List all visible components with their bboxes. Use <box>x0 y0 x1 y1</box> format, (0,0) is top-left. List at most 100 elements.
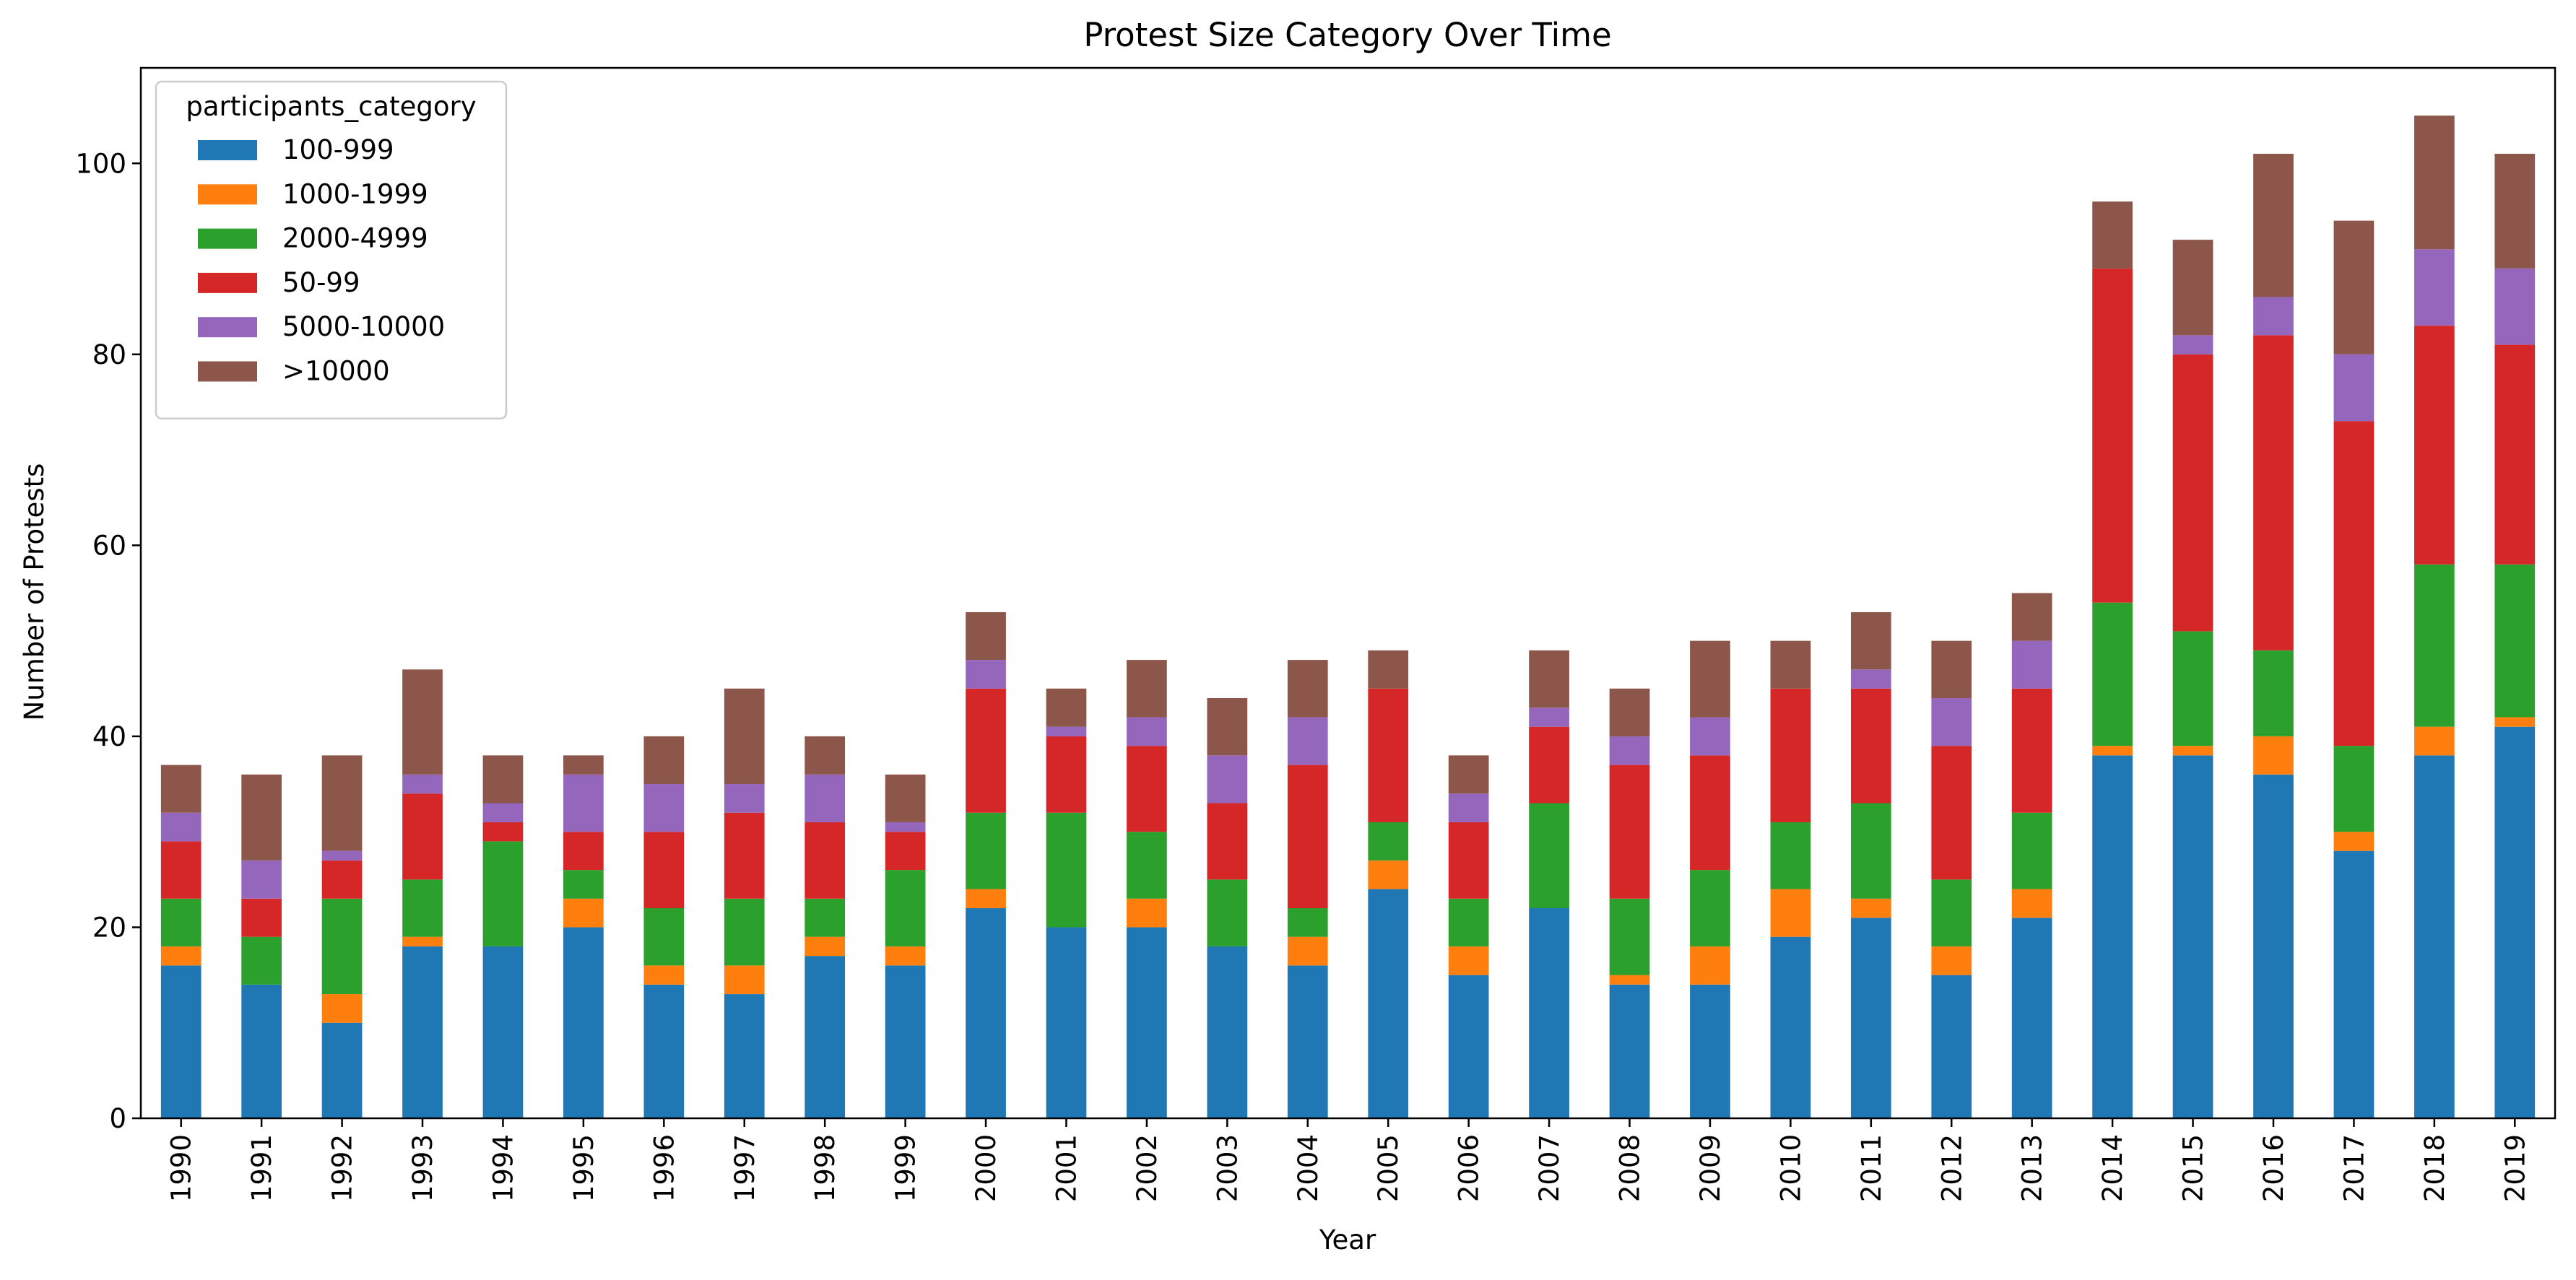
bar-1993-series-3 <box>402 793 443 880</box>
legend-title: participants_category <box>186 91 476 122</box>
bar-1994-series-5 <box>482 755 524 804</box>
bar-2000-series-2 <box>966 812 1006 889</box>
bar-1992-series-2 <box>321 898 363 995</box>
bar-1997-series-2 <box>724 898 765 966</box>
bar-2016-series-4 <box>2253 297 2294 336</box>
bar-2006-series-2 <box>1448 898 1489 946</box>
bar-2012-series-0 <box>1931 975 1972 1118</box>
bar-2007-series-4 <box>1529 708 1569 727</box>
bar-2008-series-5 <box>1609 688 1650 736</box>
bar-1995-series-5 <box>563 755 604 775</box>
x-tick-label: 2012 <box>1936 1134 1967 1202</box>
plot-frame <box>139 66 2557 1120</box>
bar-2008-series-3 <box>1609 765 1650 899</box>
bar-2019-series-3 <box>2494 344 2536 565</box>
x-tick-label: 1993 <box>407 1134 438 1202</box>
y-tick-label: 100 <box>75 148 126 179</box>
bar-1995-series-4 <box>563 774 604 832</box>
bar-2019-series-4 <box>2494 268 2536 345</box>
bar-1990-series-2 <box>160 898 201 946</box>
bar-1992-series-3 <box>321 860 363 899</box>
bar-2018-series-0 <box>2414 755 2455 1118</box>
bar-1990-series-3 <box>160 841 201 899</box>
bar-2009-series-5 <box>1690 640 1730 718</box>
bar-1995-series-1 <box>563 898 604 928</box>
bar-2000-series-3 <box>966 688 1006 813</box>
bar-2007-series-0 <box>1529 908 1569 1118</box>
bar-2015-series-0 <box>2172 755 2213 1118</box>
y-tick-label: 60 <box>92 530 126 561</box>
bar-2019-series-2 <box>2494 564 2536 718</box>
bar-2017-series-1 <box>2333 832 2375 851</box>
bar-2008-series-2 <box>1609 898 1650 975</box>
bar-1997-series-5 <box>724 688 765 785</box>
x-tick-label: 2008 <box>1615 1134 1646 1202</box>
bar-2001-series-3 <box>1046 736 1087 813</box>
bar-1990-series-5 <box>160 765 201 813</box>
bar-1995-series-2 <box>563 870 604 899</box>
bar-2006-series-1 <box>1448 946 1489 975</box>
bar-1999-series-0 <box>885 965 926 1118</box>
bar-2004-series-5 <box>1287 660 1328 718</box>
legend-label-1: 1000-1999 <box>282 178 428 209</box>
bar-2003-series-2 <box>1207 879 1248 946</box>
bar-2018-series-3 <box>2414 326 2455 565</box>
chart-title: Protest Size Category Over Time <box>1083 16 1611 54</box>
y-tick-label: 0 <box>109 1103 126 1134</box>
bar-1990-series-0 <box>160 965 201 1118</box>
x-tick-label: 2016 <box>2258 1134 2289 1202</box>
bar-2011-series-5 <box>1850 611 1891 670</box>
bar-2010-series-3 <box>1770 688 1811 822</box>
bar-2004-series-3 <box>1287 765 1328 908</box>
bar-2010-series-0 <box>1770 936 1811 1118</box>
x-tick-label: 2010 <box>1775 1134 1806 1202</box>
bar-2004-series-1 <box>1287 936 1328 966</box>
legend-label-5: >10000 <box>282 356 390 387</box>
bar-1996-series-2 <box>643 908 685 966</box>
y-tick-label: 20 <box>92 912 126 943</box>
bar-2005-series-1 <box>1368 860 1409 889</box>
x-tick-label: 1996 <box>649 1134 680 1202</box>
bar-2015-series-3 <box>2172 354 2213 632</box>
bar-2016-series-3 <box>2253 335 2294 650</box>
x-tick-label: 2011 <box>1856 1134 1887 1202</box>
bar-2012-series-2 <box>1931 879 1972 946</box>
bar-2011-series-4 <box>1850 669 1891 689</box>
bar-2001-series-0 <box>1046 927 1087 1118</box>
x-tick-label: 1994 <box>487 1134 519 1202</box>
bar-2004-series-2 <box>1287 908 1328 937</box>
bar-2015-series-5 <box>2172 240 2213 336</box>
x-tick-label: 1995 <box>568 1134 599 1202</box>
bar-2013-series-5 <box>2011 593 2052 641</box>
bar-2011-series-2 <box>1850 803 1891 899</box>
bar-2000-series-4 <box>966 660 1006 689</box>
bar-1993-series-1 <box>402 936 443 946</box>
bar-1995-series-3 <box>563 832 604 871</box>
bar-1996-series-3 <box>643 832 685 908</box>
x-tick-label: 2007 <box>1534 1134 1565 1202</box>
bar-1995-series-0 <box>563 927 604 1118</box>
bar-1999-series-4 <box>885 822 926 832</box>
axes-layer: 0 20 40 60 80 100 1990 1991 1992 1993 1994 1995 1996… <box>75 66 2557 1202</box>
bar-2017-series-0 <box>2333 850 2375 1118</box>
bar-2002-series-0 <box>1127 927 1167 1118</box>
bar-2018-series-4 <box>2414 249 2455 326</box>
bar-2009-series-1 <box>1690 946 1730 985</box>
bar-1991-series-5 <box>241 774 282 861</box>
bar-1999-series-2 <box>885 870 926 946</box>
bar-2014-series-2 <box>2092 602 2133 746</box>
y-axis-label: Number of Protests <box>19 463 50 721</box>
bar-2018-series-5 <box>2414 116 2455 250</box>
bar-1997-series-1 <box>724 965 765 995</box>
bar-2016-series-2 <box>2253 650 2294 736</box>
bar-1996-series-5 <box>643 736 685 785</box>
bar-2000-series-5 <box>966 611 1006 661</box>
bar-2002-series-2 <box>1127 832 1167 899</box>
legend-swatch-0 <box>198 140 257 160</box>
bar-2006-series-3 <box>1448 822 1489 899</box>
bar-2001-series-4 <box>1046 726 1087 736</box>
bar-2018-series-2 <box>2414 564 2455 727</box>
bar-2003-series-5 <box>1207 698 1248 756</box>
bar-2012-series-4 <box>1931 698 1972 746</box>
bar-1997-series-3 <box>724 812 765 899</box>
